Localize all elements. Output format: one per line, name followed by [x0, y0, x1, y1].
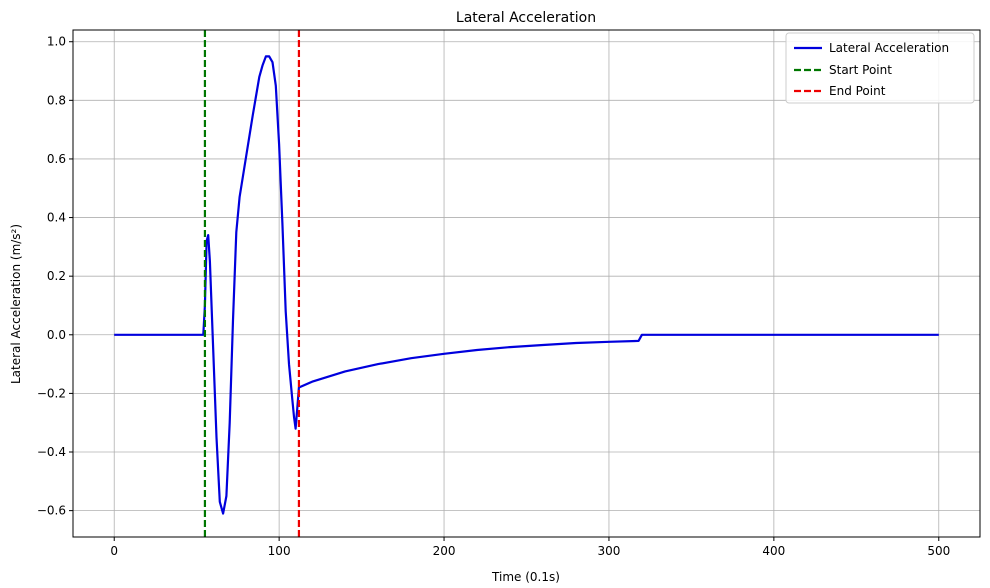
legend-label-start-point: Start Point [829, 63, 892, 77]
y-axis-label: Lateral Acceleration (m/s²) [9, 224, 23, 384]
y-tick-label: 0.4 [47, 211, 66, 225]
y-tick-label: −0.6 [37, 504, 66, 518]
x-tick-label: 400 [762, 544, 785, 558]
x-tick-label: 500 [927, 544, 950, 558]
y-tick-label: −0.4 [37, 445, 66, 459]
series-layer [114, 30, 939, 537]
chart-title: Lateral Acceleration [456, 10, 596, 26]
x-tick-label: 200 [433, 544, 456, 558]
legend-label-end-point: End Point [829, 84, 886, 98]
y-tick-label: 0.8 [47, 93, 66, 107]
y-tick-label: 0.2 [47, 269, 66, 283]
legend: Lateral Acceleration Start Point End Poi… [785, 32, 975, 104]
x-tick-label: 300 [598, 544, 621, 558]
plot-frame [72, 29, 981, 538]
axis-ticks: 0 100 200 300 400 500 −0.6 −0.4 −0.2 0.0 0.2 0.4 0.6… [37, 35, 950, 558]
x-tick-label: 100 [268, 544, 291, 558]
x-tick-label: 0 [110, 544, 118, 558]
grid-lines [73, 30, 980, 537]
legend-label-lateral-acceleration: Lateral Acceleration [829, 41, 949, 55]
y-tick-label: 1.0 [47, 35, 66, 49]
y-tick-label: 0.0 [47, 328, 66, 342]
legend-box [785, 32, 975, 104]
y-tick-label: 0.6 [47, 152, 66, 166]
x-axis-label: Time (0.1s) [491, 570, 560, 584]
series-line-lateral-acceleration [114, 55, 939, 515]
y-tick-label: −0.2 [37, 386, 66, 400]
